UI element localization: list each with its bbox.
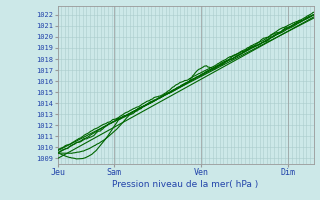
X-axis label: Pression niveau de la mer( hPa ): Pression niveau de la mer( hPa ) [112,180,259,189]
